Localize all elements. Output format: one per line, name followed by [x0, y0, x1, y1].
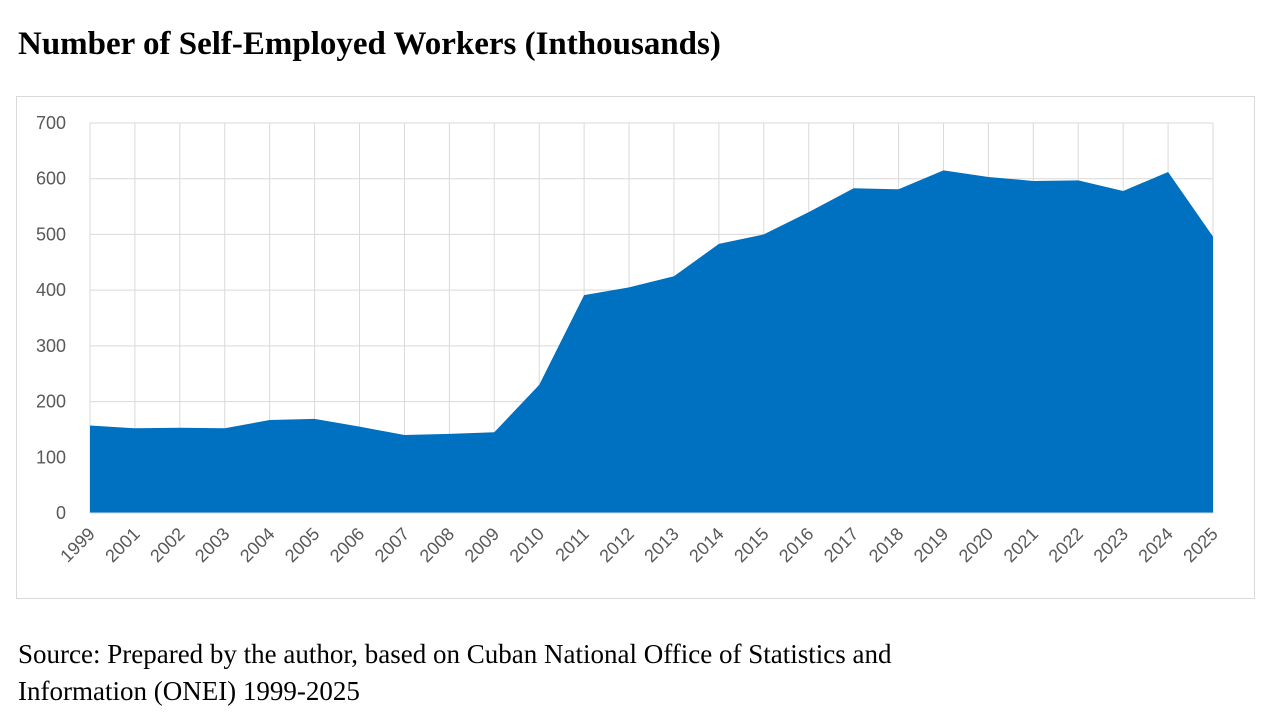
- area-series: [90, 170, 1213, 514]
- source-line-2: Information (ONEI) 1999-2025: [18, 676, 360, 706]
- y-tick-label: 700: [36, 113, 66, 133]
- x-tick-label: 2004: [236, 524, 278, 566]
- y-tick-label: 500: [36, 224, 66, 244]
- y-tick-label: 400: [36, 280, 66, 300]
- x-tick-label: 2015: [730, 524, 772, 566]
- source-note: Source: Prepared by the author, based on…: [18, 636, 1198, 710]
- x-tick-label: 2005: [281, 524, 323, 566]
- x-tick-label: 2014: [685, 524, 727, 566]
- x-tick-label: 2008: [416, 524, 458, 566]
- x-tick-label: 2016: [775, 524, 817, 566]
- y-tick-label: 300: [36, 336, 66, 356]
- x-tick-label: 2010: [506, 524, 548, 566]
- x-tick-label: 2002: [146, 524, 188, 566]
- x-tick-label: 2011: [551, 524, 593, 566]
- x-tick-label: 2013: [640, 524, 682, 566]
- y-tick-label: 600: [36, 169, 66, 189]
- x-tick-label: 2012: [595, 524, 637, 566]
- x-tick-label: 2023: [1090, 524, 1132, 566]
- source-line-1: Source: Prepared by the author, based on…: [18, 639, 892, 669]
- x-tick-label: 2019: [910, 524, 952, 566]
- chart-title: Number of Self-Employed Workers (Inthous…: [18, 26, 721, 62]
- x-tick-label: 2025: [1179, 524, 1221, 566]
- x-tick-label: 2022: [1045, 524, 1087, 566]
- x-tick-label: 2021: [1000, 524, 1042, 566]
- x-tick-label: 2017: [820, 524, 862, 566]
- x-tick-label: 2018: [865, 524, 907, 566]
- x-tick-label: 2003: [191, 524, 233, 566]
- x-tick-label: 2020: [955, 524, 997, 566]
- y-tick-label: 0: [56, 503, 66, 523]
- x-tick-label: 2001: [101, 524, 143, 566]
- x-tick-label: 2007: [371, 524, 413, 566]
- x-tick-label: 2009: [461, 524, 503, 566]
- x-tick-label: 2024: [1134, 524, 1176, 566]
- x-tick-label: 2006: [326, 524, 368, 566]
- x-tick-label: 1999: [56, 524, 98, 566]
- y-tick-label: 100: [36, 447, 66, 467]
- y-tick-label: 200: [36, 392, 66, 412]
